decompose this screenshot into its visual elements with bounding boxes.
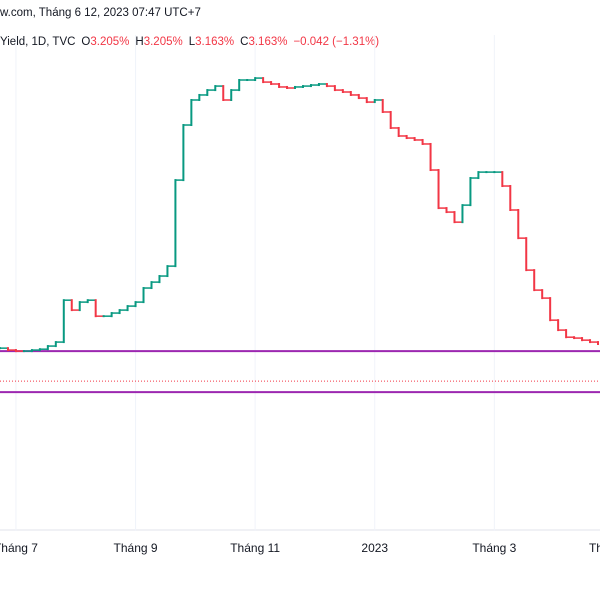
price-step [110,312,113,318]
price-step [469,177,472,207]
price-step [405,134,408,140]
price-step [453,211,456,224]
price-step [230,89,233,101]
price-step [166,265,169,278]
price-step [557,319,560,332]
price-step [397,126,400,137]
price-step [373,98,376,104]
price-step [238,79,241,92]
price-step [142,287,145,304]
price-step [86,299,89,304]
x-tick-label: Tháng 9 [114,541,158,555]
price-step [70,299,73,312]
ohlc-value: 3.205% [144,36,183,48]
price-step [501,171,504,188]
ohlc-label: L [189,36,196,48]
legend: Yield, 1D, TVC O 3.205% H 3.205% L 3.163% C 3.1… [0,36,379,48]
price-step [158,275,161,284]
price-step [254,77,257,82]
price-step [533,269,536,292]
price-step [581,337,584,342]
price-step [357,93,360,100]
ohlc-value: 3.205% [90,36,129,48]
price-step [46,345,49,351]
price-step [150,281,153,290]
price-step [565,329,568,339]
price-step [525,237,528,272]
price-step [421,138,424,145]
price-step [222,85,225,101]
price-step [509,185,512,212]
price-step [389,110,392,129]
x-tick-label: Tháng 7 [0,541,38,555]
price-step [333,85,336,92]
symbol: Yield, 1D, TVC [0,36,75,48]
x-tick-label: Tháng 3 [472,541,516,555]
price-step [341,89,344,94]
price-step [214,85,217,92]
price-step [134,301,137,308]
price-step [78,301,81,312]
price-step [174,179,177,268]
price-step [461,204,464,224]
price-step [365,97,368,104]
price-step [549,297,552,322]
price-step [597,341,599,346]
price-step [477,171,480,180]
price-step [413,137,416,141]
ohlc-label: C [240,36,248,48]
price-step [6,347,9,352]
price-step [278,83,281,88]
price-step [206,89,209,96]
price-step [118,309,121,315]
price-step [54,341,57,348]
price-step [349,91,352,96]
x-tick-label: Tháng 11 [230,541,280,555]
price-step [94,299,97,318]
price-step [381,98,384,113]
price-step [262,77,265,84]
price-step [429,142,432,172]
price-step [517,209,520,240]
source-line: w.com, Tháng 6 12, 2023 07:47 UTC+7 [0,7,201,19]
x-tick-label: 2023 [361,541,388,555]
ohlc-label: H [135,36,143,48]
price-step [62,299,65,344]
price-step [198,93,201,101]
price-step [270,81,273,86]
ohlc-label: O [81,36,90,48]
price-step [190,98,193,127]
price-step [589,339,592,344]
price-step [126,305,129,312]
price-step [541,289,544,300]
price-step [445,207,448,214]
price-step [325,83,328,88]
price-step [182,124,185,182]
change: −0.042 (−1.31%) [293,36,379,48]
ohlc-value: 3.163% [248,36,287,48]
price-step [437,169,440,210]
ohlc-value: 3.163% [195,36,234,48]
x-tick-label: Tháng [589,541,600,555]
